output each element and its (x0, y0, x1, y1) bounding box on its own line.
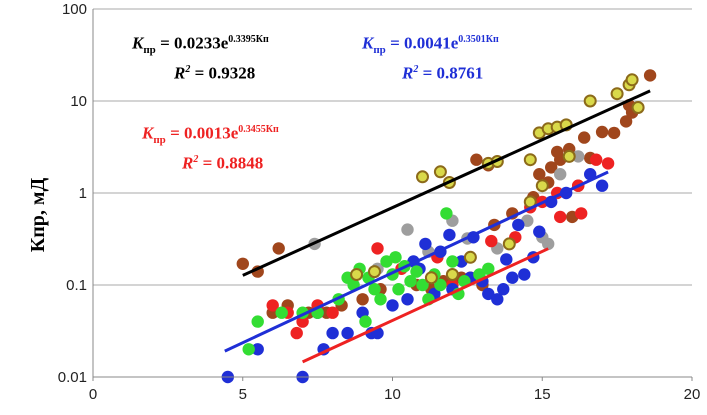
x-tick-label: 15 (534, 386, 551, 403)
point-brown (551, 145, 564, 159)
y-axis-label: Кпр, мД (27, 177, 49, 252)
point-yellow (625, 73, 639, 87)
point-blue (506, 271, 519, 284)
point-yellow (424, 271, 438, 285)
point-brown (607, 126, 621, 140)
point-red (554, 210, 567, 224)
point-red (575, 207, 588, 220)
y-tick-label: 1 (79, 185, 87, 202)
point-blue (482, 287, 495, 301)
point-blue (533, 225, 546, 238)
y-tick-label: 10 (70, 93, 87, 110)
x-tick-label: 10 (384, 386, 401, 403)
point-brown (643, 69, 657, 82)
point-brown (595, 125, 609, 139)
point-yellow (433, 165, 447, 179)
point-green (359, 315, 372, 328)
point-red (371, 242, 384, 255)
point-green (440, 207, 453, 220)
x-tick-label: 5 (239, 386, 247, 403)
point-blue (386, 299, 399, 312)
point-green (392, 283, 405, 296)
point-brown (470, 153, 483, 166)
equation-blue: Kпр = 0.0041e0.3501Кп R2 = 0.8761 (362, 33, 499, 83)
point-yellow (523, 153, 537, 167)
point-blue (500, 253, 513, 266)
point-grey (554, 168, 567, 181)
point-brown (619, 115, 633, 128)
point-brown (272, 242, 285, 255)
x-tick-label: 20 (684, 386, 701, 403)
point-yellow (416, 170, 429, 184)
point-green (410, 265, 423, 278)
point-green (482, 262, 495, 275)
point-blue (419, 237, 432, 251)
point-yellow (350, 268, 364, 281)
point-red (326, 306, 339, 319)
y-tick-label: 0.01 (58, 369, 87, 386)
point-yellow (502, 237, 516, 251)
point-yellow (463, 250, 477, 264)
point-brown (236, 257, 249, 270)
point-yellow (535, 179, 549, 193)
point-blue (518, 268, 531, 281)
point-red (296, 315, 309, 328)
point-green (251, 315, 264, 328)
point-green (275, 306, 288, 319)
point-blue (595, 179, 609, 192)
x-tick-label: 0 (89, 386, 97, 403)
point-brown (533, 168, 546, 181)
point-green (404, 275, 417, 288)
point-green (242, 343, 255, 356)
point-yellow (368, 265, 381, 279)
point-blue (401, 293, 414, 306)
point-yellow (631, 101, 645, 114)
point-blue (491, 293, 504, 306)
y-tick-label: 100 (62, 1, 87, 18)
equation-black: Kпр = 0.0233e0.3395Кп R2 = 0.9328 (132, 33, 269, 83)
point-yellow (562, 149, 576, 163)
trendline-red (301, 247, 549, 364)
point-grey (572, 150, 585, 163)
point-red (266, 299, 279, 312)
point-green (416, 278, 429, 292)
point-green (389, 251, 402, 264)
axes: 0.01 0.1 1 10 100 0 5 10 15 20 (58, 1, 701, 403)
point-yellow (583, 94, 597, 108)
point-blue (251, 343, 264, 356)
trendlines (224, 89, 651, 364)
point-brown (578, 131, 591, 144)
point-grey (542, 237, 555, 251)
trendline-blue (224, 170, 609, 353)
point-green (446, 255, 459, 268)
point-red (601, 157, 615, 170)
point-brown (545, 161, 558, 174)
point-grey (401, 223, 414, 236)
point-green (434, 278, 447, 292)
trendline-black (242, 89, 651, 277)
point-red (290, 326, 303, 340)
point-blue (497, 283, 510, 296)
point-blue (326, 326, 339, 340)
point-yellow (610, 87, 624, 101)
point-blue (341, 326, 354, 340)
point-green (374, 293, 387, 306)
point-red (485, 234, 498, 248)
point-yellow (445, 268, 459, 281)
point-green (368, 283, 381, 296)
point-blue (512, 218, 525, 232)
y-tick-label: 0.1 (66, 277, 87, 294)
point-brown (356, 293, 369, 306)
point-red (590, 153, 603, 166)
equation-red: Kпр = 0.0013e0.3455Кп R2 = 0.8848 (142, 123, 279, 173)
point-blue (443, 228, 456, 242)
